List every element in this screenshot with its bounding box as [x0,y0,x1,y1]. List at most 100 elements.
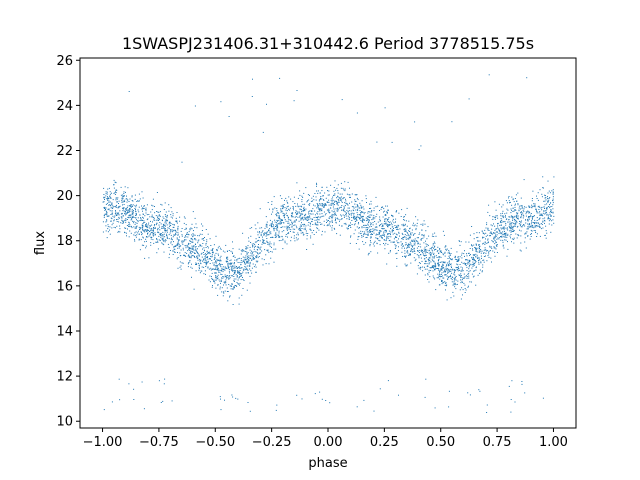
scatter-point [299,216,300,218]
scatter-point [158,380,160,382]
scatter-point [373,230,375,232]
scatter-point [468,252,470,254]
scatter-point [359,202,361,204]
scatter-point [117,231,119,233]
scatter-point [197,252,199,254]
scatter-point [445,266,447,268]
scatter-point [124,232,126,234]
scatter-point [228,270,230,272]
scatter-point [501,228,503,230]
scatter-point [310,229,312,231]
scatter-point [149,225,151,227]
scatter-point [200,263,202,265]
scatter-point [514,215,516,217]
scatter-point [310,218,312,220]
scatter-point [469,281,471,283]
scatter-point [148,227,150,229]
scatter-point [530,206,532,208]
scatter-point [207,260,209,262]
scatter-point [317,192,319,194]
scatter-point [342,214,344,216]
scatter-point [177,229,179,231]
scatter-point [320,196,322,197]
scatter-point [216,249,218,251]
scatter-point [288,196,290,198]
scatter-point [248,237,249,239]
scatter-point [106,198,108,199]
scatter-point [279,223,281,225]
scatter-point [341,193,343,195]
scatter-point [439,248,441,249]
scatter-point [123,191,125,193]
scatter-point [370,228,372,230]
scatter-point [321,223,323,225]
scatter-point [109,191,111,193]
scatter-point [200,270,202,272]
scatter-point [158,217,160,219]
scatter-point [242,232,244,234]
scatter-point [299,194,301,196]
scatter-point [508,219,510,221]
scatter-point [494,247,496,249]
scatter-point [331,198,333,200]
scatter-point [440,276,442,277]
scatter-point [547,216,549,218]
scatter-point [232,288,233,290]
scatter-point [115,197,117,199]
scatter-point [320,208,322,210]
scatter-point [270,243,272,245]
scatter-point [419,243,421,245]
scatter-point [379,224,381,226]
scatter-point [311,197,313,199]
scatter-point [420,246,422,248]
scatter-point [382,216,384,218]
scatter-point [323,211,325,213]
scatter-point [136,225,138,227]
scatter-point [376,243,378,245]
scatter-point [219,396,221,398]
scatter-point [306,238,308,240]
scatter-point [194,257,196,258]
scatter-point [237,258,239,260]
scatter-point [115,211,117,213]
scatter-point [164,239,166,241]
scatter-point [123,210,125,212]
scatter-point [553,222,555,224]
scatter-point [439,274,441,275]
scatter-point [168,247,170,248]
scatter-point [297,216,299,218]
scatter-point [280,222,282,224]
scatter-point [295,219,297,220]
scatter-point [411,229,413,231]
scatter-point [228,278,230,280]
scatter-point [529,238,531,240]
scatter-point [450,276,451,278]
scatter-point [128,209,130,211]
scatter-point [279,218,281,220]
scatter-point [496,241,497,243]
scatter-point [195,250,197,252]
scatter-point [471,226,473,227]
scatter-point [269,241,271,243]
scatter-point [177,257,179,258]
scatter-point [477,236,479,238]
scatter-point [221,268,223,270]
scatter-point [337,218,339,220]
scatter-point [438,269,439,271]
scatter-point [303,209,305,211]
scatter-point [293,221,295,223]
scatter-point [409,236,411,238]
scatter-point [211,279,213,280]
scatter-point [475,249,477,251]
scatter-point [291,225,293,227]
scatter-point [156,239,158,240]
scatter-point [116,221,118,222]
scatter-point [217,259,219,261]
scatter-point [452,284,454,286]
scatter-point [367,216,369,218]
scatter-point [453,272,455,274]
scatter-point [357,214,359,216]
scatter-point [536,210,537,212]
scatter-point [432,260,434,262]
scatter-point [459,269,461,271]
